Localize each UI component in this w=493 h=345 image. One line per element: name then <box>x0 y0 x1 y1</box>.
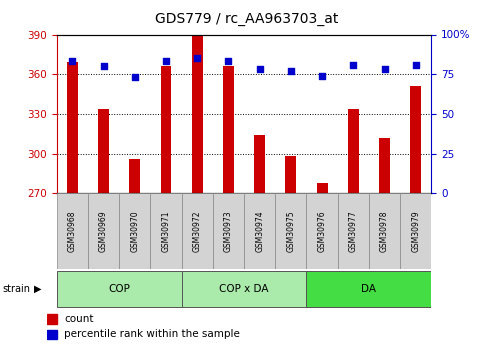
Point <box>69 59 76 64</box>
Point <box>131 75 139 80</box>
Bar <box>98 109 109 193</box>
Bar <box>223 66 234 193</box>
Text: GSM30970: GSM30970 <box>130 210 139 252</box>
Bar <box>47 314 57 324</box>
Bar <box>192 32 203 193</box>
Bar <box>369 193 400 269</box>
Point <box>412 62 420 67</box>
Text: COP x DA: COP x DA <box>219 284 269 294</box>
Text: DA: DA <box>361 284 377 294</box>
Point <box>100 63 107 69</box>
Bar <box>338 193 369 269</box>
Text: GSM30975: GSM30975 <box>286 210 295 252</box>
Text: GSM30971: GSM30971 <box>162 210 171 252</box>
Bar <box>307 271 431 307</box>
Text: ▶: ▶ <box>34 284 41 294</box>
Bar <box>150 193 181 269</box>
Text: GSM30973: GSM30973 <box>224 210 233 252</box>
Text: GSM30979: GSM30979 <box>411 210 420 252</box>
Bar <box>410 86 421 193</box>
Bar <box>379 138 390 193</box>
Point <box>224 59 232 64</box>
Text: GSM30978: GSM30978 <box>380 210 389 252</box>
Bar <box>57 193 88 269</box>
Bar <box>254 135 265 193</box>
Text: strain: strain <box>2 284 31 294</box>
Bar <box>67 62 78 193</box>
Text: GSM30976: GSM30976 <box>317 210 326 252</box>
Point <box>318 73 326 79</box>
Bar <box>244 193 275 269</box>
Text: GSM30972: GSM30972 <box>193 210 202 252</box>
Text: GSM30977: GSM30977 <box>349 210 358 252</box>
Bar <box>181 271 307 307</box>
Bar <box>161 66 172 193</box>
Bar <box>181 193 213 269</box>
Text: GSM30974: GSM30974 <box>255 210 264 252</box>
Bar <box>213 193 244 269</box>
Bar <box>400 193 431 269</box>
Point <box>287 68 295 74</box>
Bar <box>285 156 296 193</box>
Point <box>381 67 388 72</box>
Bar <box>317 183 327 193</box>
Point <box>193 56 201 61</box>
Bar <box>307 193 338 269</box>
Text: GSM30969: GSM30969 <box>99 210 108 252</box>
Bar <box>275 193 307 269</box>
Text: percentile rank within the sample: percentile rank within the sample <box>64 329 240 339</box>
Bar <box>129 159 140 193</box>
Bar <box>57 271 181 307</box>
Bar <box>47 329 57 339</box>
Point <box>256 67 264 72</box>
Text: GDS779 / rc_AA963703_at: GDS779 / rc_AA963703_at <box>155 12 338 26</box>
Bar <box>348 109 359 193</box>
Point <box>162 59 170 64</box>
Bar <box>119 193 150 269</box>
Text: GSM30968: GSM30968 <box>68 210 77 252</box>
Text: COP: COP <box>108 284 130 294</box>
Point <box>350 62 357 67</box>
Text: count: count <box>64 314 94 324</box>
Bar <box>88 193 119 269</box>
